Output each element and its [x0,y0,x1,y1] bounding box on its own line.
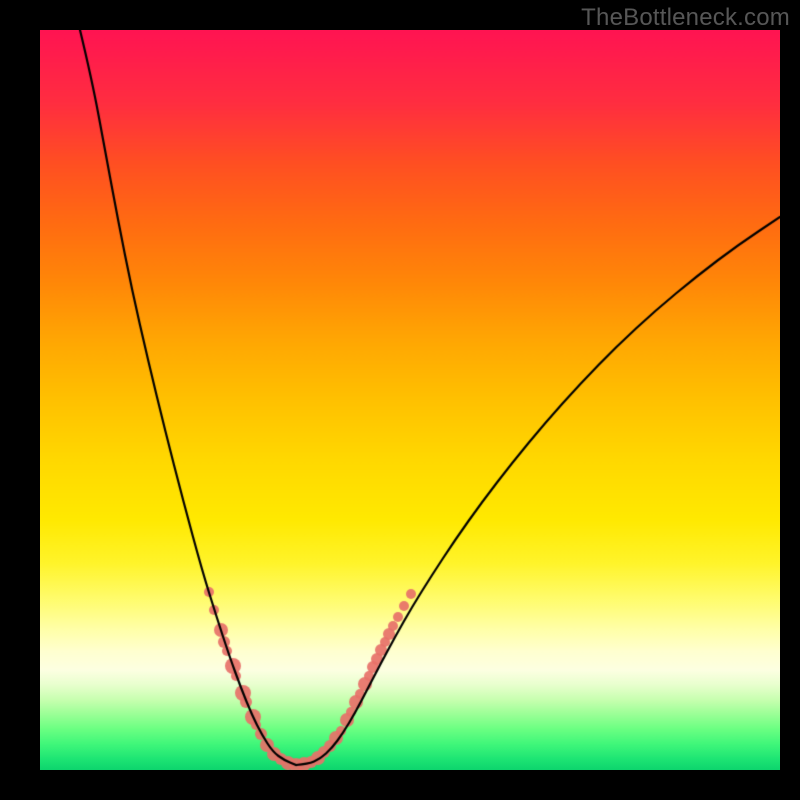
plot-area [40,30,780,770]
gradient-background [40,30,780,770]
chart-container: { "canvas": { "width": 800, "height": 80… [0,0,800,800]
watermark-text: TheBottleneck.com [581,4,790,32]
